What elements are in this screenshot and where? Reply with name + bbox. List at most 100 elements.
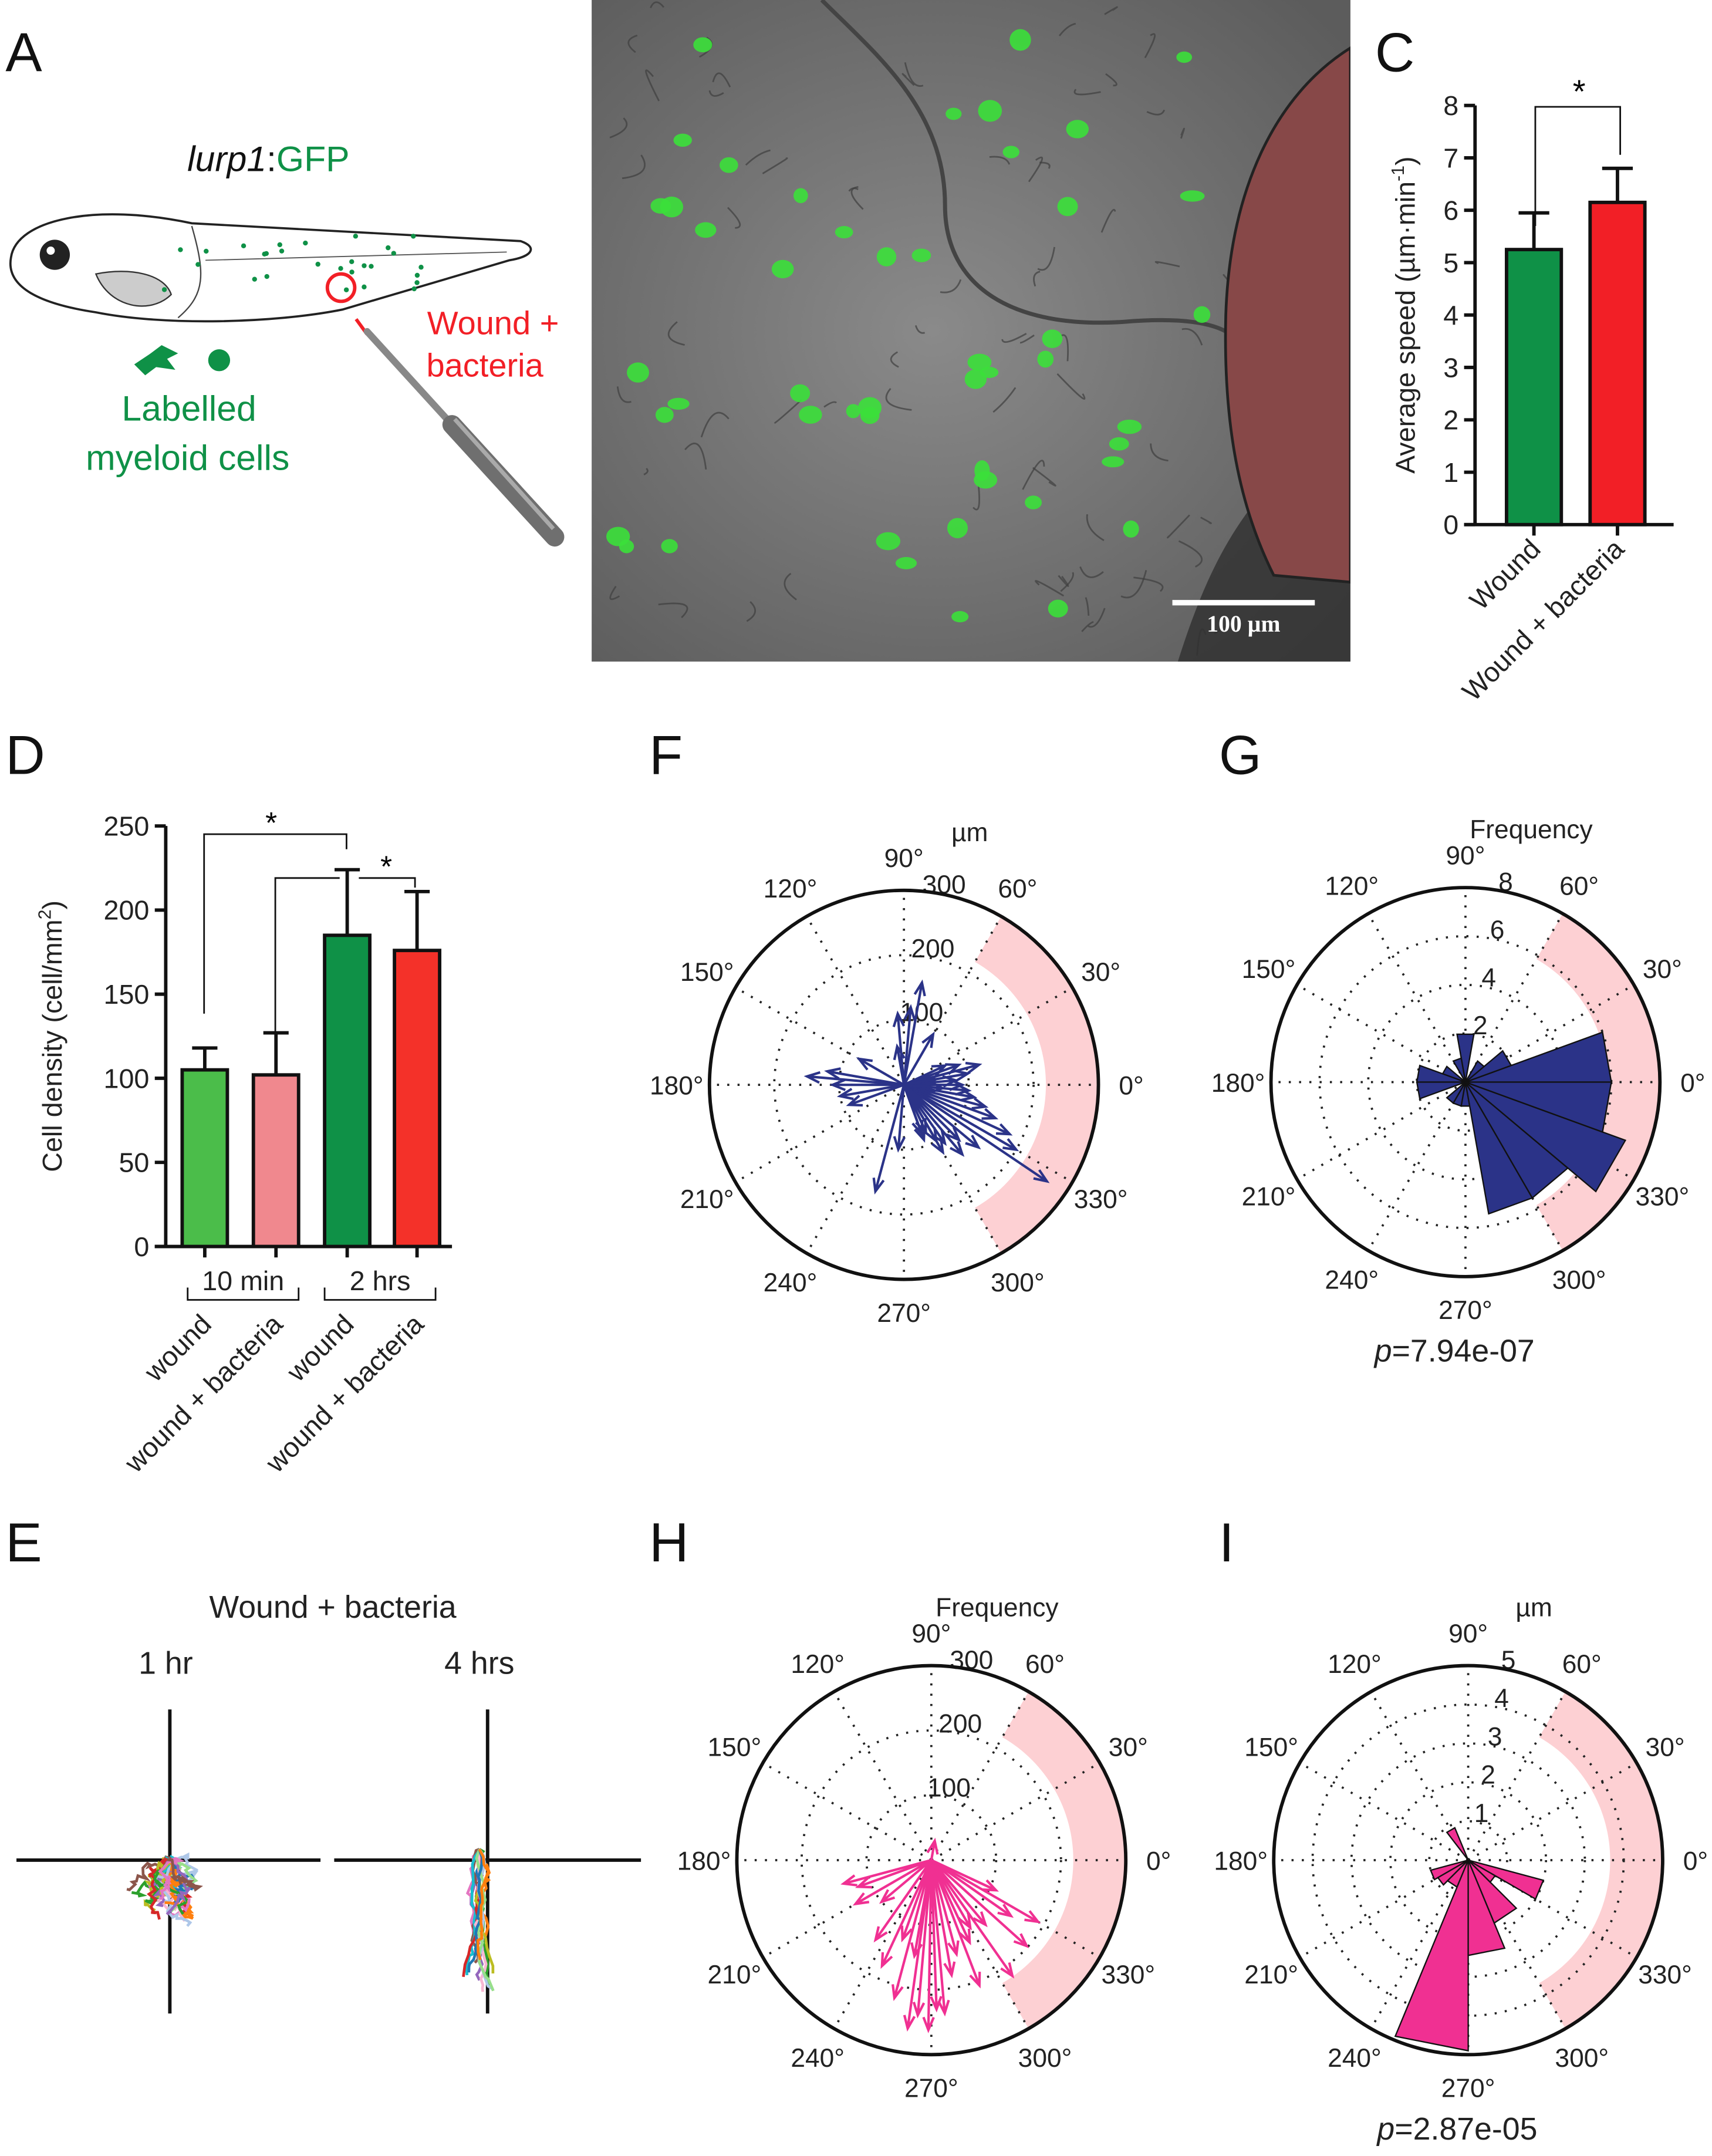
direction-arrow (903, 979, 926, 1085)
tissue-fiber (1060, 572, 1074, 592)
gfp-cell (1042, 329, 1063, 348)
cell-track (147, 1858, 170, 1920)
panel-letter-e: E (5, 1512, 42, 1573)
p-value: =7.94e-07 (1392, 1334, 1535, 1369)
scale-bar-label: 100 µm (1207, 611, 1280, 637)
rose-wedge (1394, 1860, 1469, 2052)
angle-label: 240° (1325, 1266, 1379, 1294)
gfp-cell (695, 222, 717, 238)
tissue-fiber (1086, 514, 1105, 541)
tracks-label-1hr: 1 hr (139, 1646, 193, 1681)
direction-arrow (903, 1084, 999, 1120)
bar (251, 1073, 300, 1249)
panel-letter-g: G (1219, 724, 1262, 785)
radial-tick-label: 6 (1490, 916, 1505, 944)
cell-track (476, 1848, 490, 1961)
direction-arrow (903, 1084, 924, 1137)
grid-spoke (833, 1860, 933, 2029)
highlight-sector (1536, 913, 1660, 1251)
gfp-cell (946, 107, 962, 120)
labelled-cell-dot (414, 280, 420, 285)
bar (1588, 200, 1647, 527)
gene-name: lurp1 (187, 139, 266, 179)
gfp-cell (673, 133, 692, 147)
needle-icon (363, 328, 565, 547)
direction-arrow (855, 1858, 932, 1889)
tissue-fiber (1150, 443, 1169, 462)
labelled-cell-dot (161, 287, 167, 292)
cells-label-line2: myeloid cells (86, 437, 289, 477)
grid-spoke (1296, 1081, 1466, 1180)
significance-star: * (380, 849, 392, 883)
tissue-fiber (1032, 467, 1056, 487)
angle-label: 330° (1636, 1183, 1690, 1212)
labelled-cell-dot (411, 286, 417, 292)
y-tick-label: 2 (1443, 405, 1458, 436)
direction-arrow (922, 1860, 935, 2033)
angle-label: 30° (1109, 1733, 1148, 1762)
direction-arrow (856, 1057, 905, 1086)
y-tick-label: 7 (1443, 143, 1458, 173)
bar (393, 949, 442, 1249)
angle-label: 90° (884, 844, 924, 873)
labelled-cell-dot (391, 251, 396, 256)
gfp-cell (1037, 350, 1054, 368)
tissue-fiber (1181, 328, 1203, 346)
panel-f-compass: 1002003000°30°60°90°120°150°180°210°240°… (650, 818, 1144, 1328)
tissue-fiber (1035, 580, 1065, 597)
wound-label-line2: bacteria (426, 347, 543, 384)
grid-ring (1350, 1742, 1586, 1978)
angle-label: 60° (1562, 1650, 1602, 1679)
tadpole-drawing (9, 213, 532, 323)
tissue-fiber (712, 72, 731, 87)
direction-arrow (930, 1859, 1014, 1918)
y-axis-label-superscript: 2 (35, 909, 55, 919)
direction-arrow (903, 1081, 946, 1094)
tissue-fiber (1056, 373, 1086, 400)
wound-circle-icon (325, 272, 357, 303)
grid-spoke (1370, 1860, 1470, 2029)
angle-label: 120° (1328, 1650, 1382, 1679)
gfp-cell (980, 366, 999, 378)
gfp-cell (667, 397, 690, 410)
grid-spoke (903, 986, 1073, 1086)
direction-arrow (930, 1859, 1029, 1949)
highlight-sector (975, 916, 1099, 1254)
direction-arrow (903, 1084, 1019, 1152)
y-axis-label-end: ) (1390, 156, 1421, 166)
direction-arrow (852, 1859, 932, 1906)
direction-arrow (846, 1084, 904, 1107)
outer-circle (707, 888, 1100, 1281)
gfp-cell (1117, 419, 1142, 434)
gfp-cell (1123, 520, 1139, 538)
direction-arrow (910, 1860, 933, 1959)
grid-ring (838, 1018, 970, 1151)
labelled-cell-dot (338, 266, 343, 271)
p-symbol: p (1373, 1334, 1392, 1369)
tissue-fiber (1100, 208, 1116, 233)
angle-label: 240° (1328, 2044, 1382, 2073)
tissue-fiber (609, 586, 620, 600)
radial-unit-label: Frequency (936, 1594, 1059, 1622)
grid-spoke (1467, 1762, 1637, 1861)
y-axis-label: Cell density (cell/mm2) (35, 900, 67, 1172)
angle-label: 0° (1119, 1072, 1143, 1101)
cell-track (158, 1857, 185, 1900)
y-axis-label-superscript: -1 (1389, 166, 1408, 181)
significance-bracket (274, 877, 416, 1037)
angle-label: 270° (1441, 2074, 1495, 2103)
labelled-cell-dot (315, 261, 320, 267)
direction-arrow (930, 1860, 960, 1958)
angle-label: 180° (677, 1847, 731, 1875)
labelled-cell-dot (241, 243, 246, 249)
y-tick-label: 200 (104, 895, 150, 926)
tissue-fiber (1105, 73, 1117, 87)
direction-arrow (926, 1837, 939, 1861)
angle-label: 210° (680, 1185, 734, 1214)
y-tick-label: 50 (119, 1148, 149, 1178)
tissue-fiber (1200, 517, 1212, 524)
highlight-sector (1539, 1691, 1663, 2029)
angle-label: 120° (764, 875, 818, 903)
tissue-fiber (616, 386, 632, 403)
